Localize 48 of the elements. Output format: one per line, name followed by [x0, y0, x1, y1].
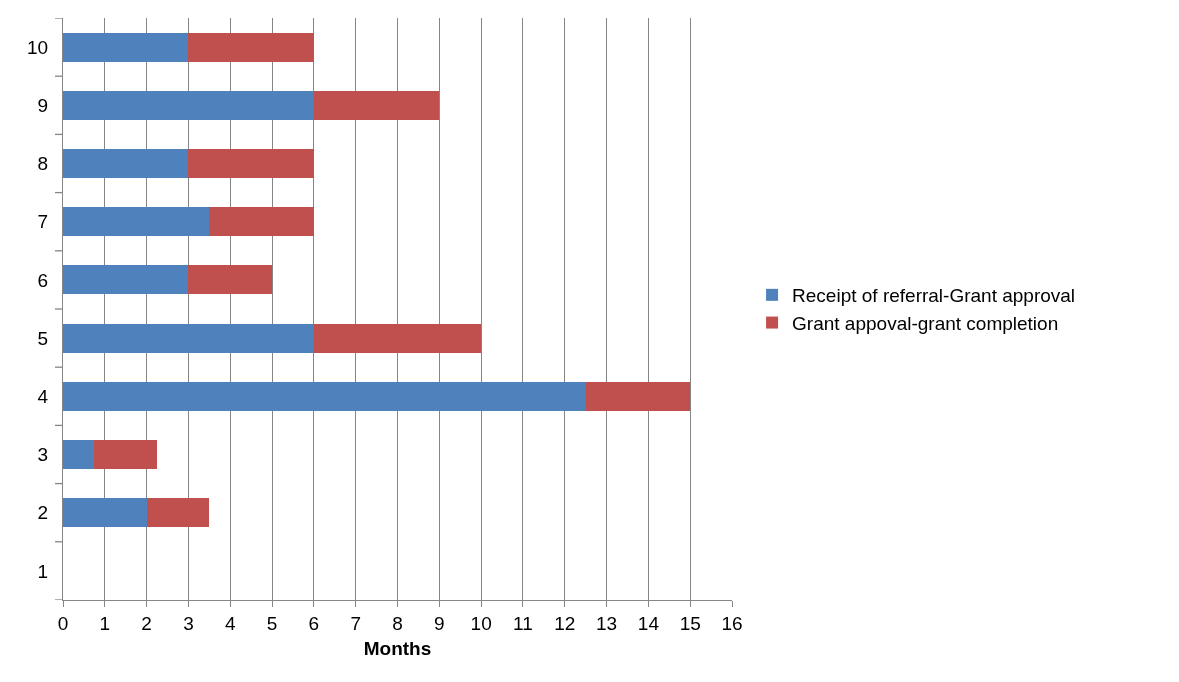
- x-tick-label: 5: [266, 612, 278, 634]
- x-tick-label: 1: [99, 612, 111, 634]
- y-tick-label: 8: [37, 153, 49, 175]
- y-tick-label: 3: [37, 444, 49, 466]
- y-tick-label: 7: [37, 211, 49, 233]
- x-tick-label: 8: [392, 612, 403, 634]
- x-tick-label: 15: [679, 612, 701, 634]
- bar: [146, 498, 210, 528]
- x-tick-label: 16: [721, 612, 743, 634]
- x-tick-label: 2: [141, 612, 152, 634]
- x-tick-label: 7: [350, 612, 361, 634]
- x-tick-label: 6: [308, 612, 320, 634]
- bar: [313, 323, 482, 353]
- x-tick-label: 14: [637, 612, 660, 634]
- bar: [63, 32, 189, 62]
- bar: [188, 265, 273, 295]
- bar: [313, 90, 440, 120]
- x-tick-label: 12: [554, 612, 576, 634]
- bar: [63, 323, 314, 353]
- x-tick-label: 13: [595, 612, 618, 634]
- x-tick-label: 10: [470, 612, 492, 634]
- bar: [63, 90, 314, 120]
- x-tick-label: 9: [434, 612, 445, 634]
- bar: [63, 148, 189, 179]
- bar: [188, 148, 314, 179]
- x-tick-label: 4: [224, 612, 236, 634]
- y-tick-label: 1: [37, 560, 49, 582]
- y-tick-label: 4: [37, 385, 49, 407]
- legend-label: Receipt of referral-Grant approval: [792, 285, 1076, 307]
- bar: [63, 265, 189, 295]
- x-axis-title: Months: [363, 637, 432, 659]
- legend-label: Grant appoval-grant completion: [792, 312, 1059, 334]
- bar: [63, 207, 210, 237]
- x-tick-label: 0: [57, 612, 69, 634]
- bar: [188, 32, 314, 62]
- y-tick-label: 5: [37, 327, 49, 349]
- bar: [63, 439, 95, 470]
- y-tick-label: 9: [37, 94, 49, 116]
- bar: [94, 439, 158, 470]
- x-tick-label: 3: [183, 612, 194, 634]
- y-tick-label: 6: [37, 269, 49, 291]
- bar: [63, 381, 586, 411]
- y-tick-label: 10: [27, 36, 49, 58]
- bar: [209, 207, 314, 237]
- bar: [585, 381, 691, 411]
- x-tick-label: 11: [513, 612, 533, 634]
- bar: [63, 498, 147, 528]
- y-tick-label: 2: [37, 502, 49, 524]
